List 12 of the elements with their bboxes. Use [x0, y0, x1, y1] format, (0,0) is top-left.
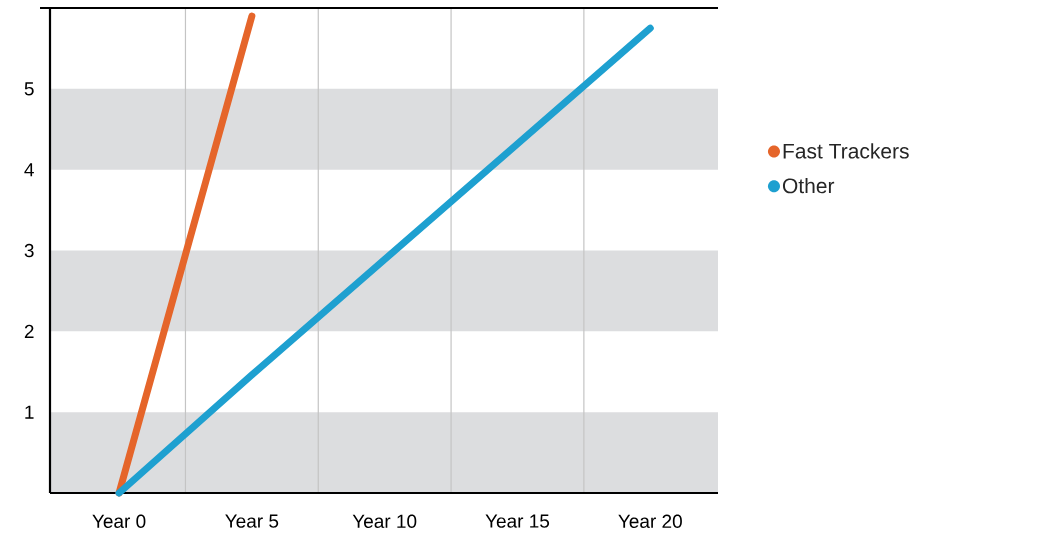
x-tick-label: Year 10	[352, 514, 417, 528]
x-tick-label: Year 20	[618, 514, 682, 528]
legend-label: Fast Trackers	[783, 143, 909, 159]
y-tick-label: 1	[25, 405, 34, 419]
y-tick-label: 3	[24, 243, 34, 258]
x-tick-label: Year 5	[225, 514, 279, 528]
y-tick-label: 2	[24, 324, 34, 338]
y-tick-label: 5	[24, 82, 34, 96]
legend-label: Other	[782, 177, 835, 194]
x-tick-label: Year 15	[485, 514, 550, 528]
y-tick-label: 4	[24, 163, 34, 177]
x-tick-label: Year 0	[92, 514, 146, 528]
